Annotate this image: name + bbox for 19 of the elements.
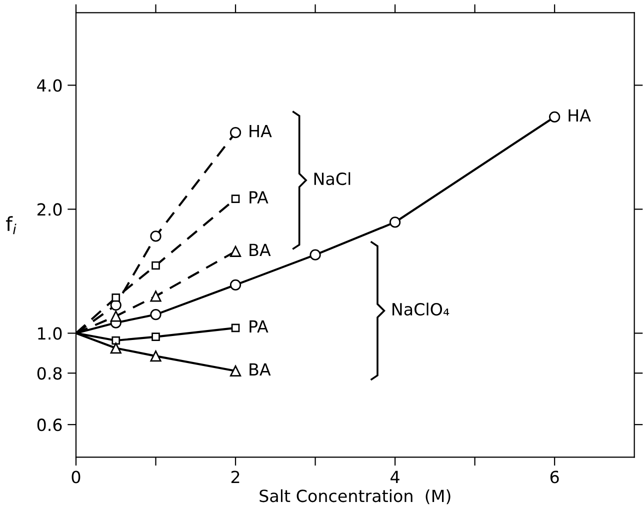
x-tick-label: 0 — [72, 470, 80, 484]
series-label: HA — [250, 125, 272, 138]
y-tick-label: 0.8 — [37, 367, 62, 380]
annotation: NaCl — [314, 172, 350, 186]
y-tick-label: 1.0 — [38, 327, 62, 340]
x-axis-title: Salt Concentration (M) — [260, 489, 450, 504]
y-tick-label: 2.0 — [38, 203, 62, 216]
series-label: HA — [568, 109, 591, 122]
y-tick-label: 0.6 — [37, 418, 62, 432]
annotation: NaClO₄ — [392, 302, 450, 316]
series-label: PA — [250, 191, 268, 204]
series-label: BA — [250, 244, 271, 256]
y-tick-label: 4.0 — [37, 79, 62, 92]
series-label: BA — [250, 363, 271, 376]
x-tick-label: 4 — [390, 470, 400, 484]
series-label: PA — [250, 320, 268, 333]
x-tick-label: 6 — [550, 470, 559, 484]
x-tick-label: 2 — [231, 470, 240, 484]
y-axis-title: f$_{i}$ — [6, 216, 16, 234]
